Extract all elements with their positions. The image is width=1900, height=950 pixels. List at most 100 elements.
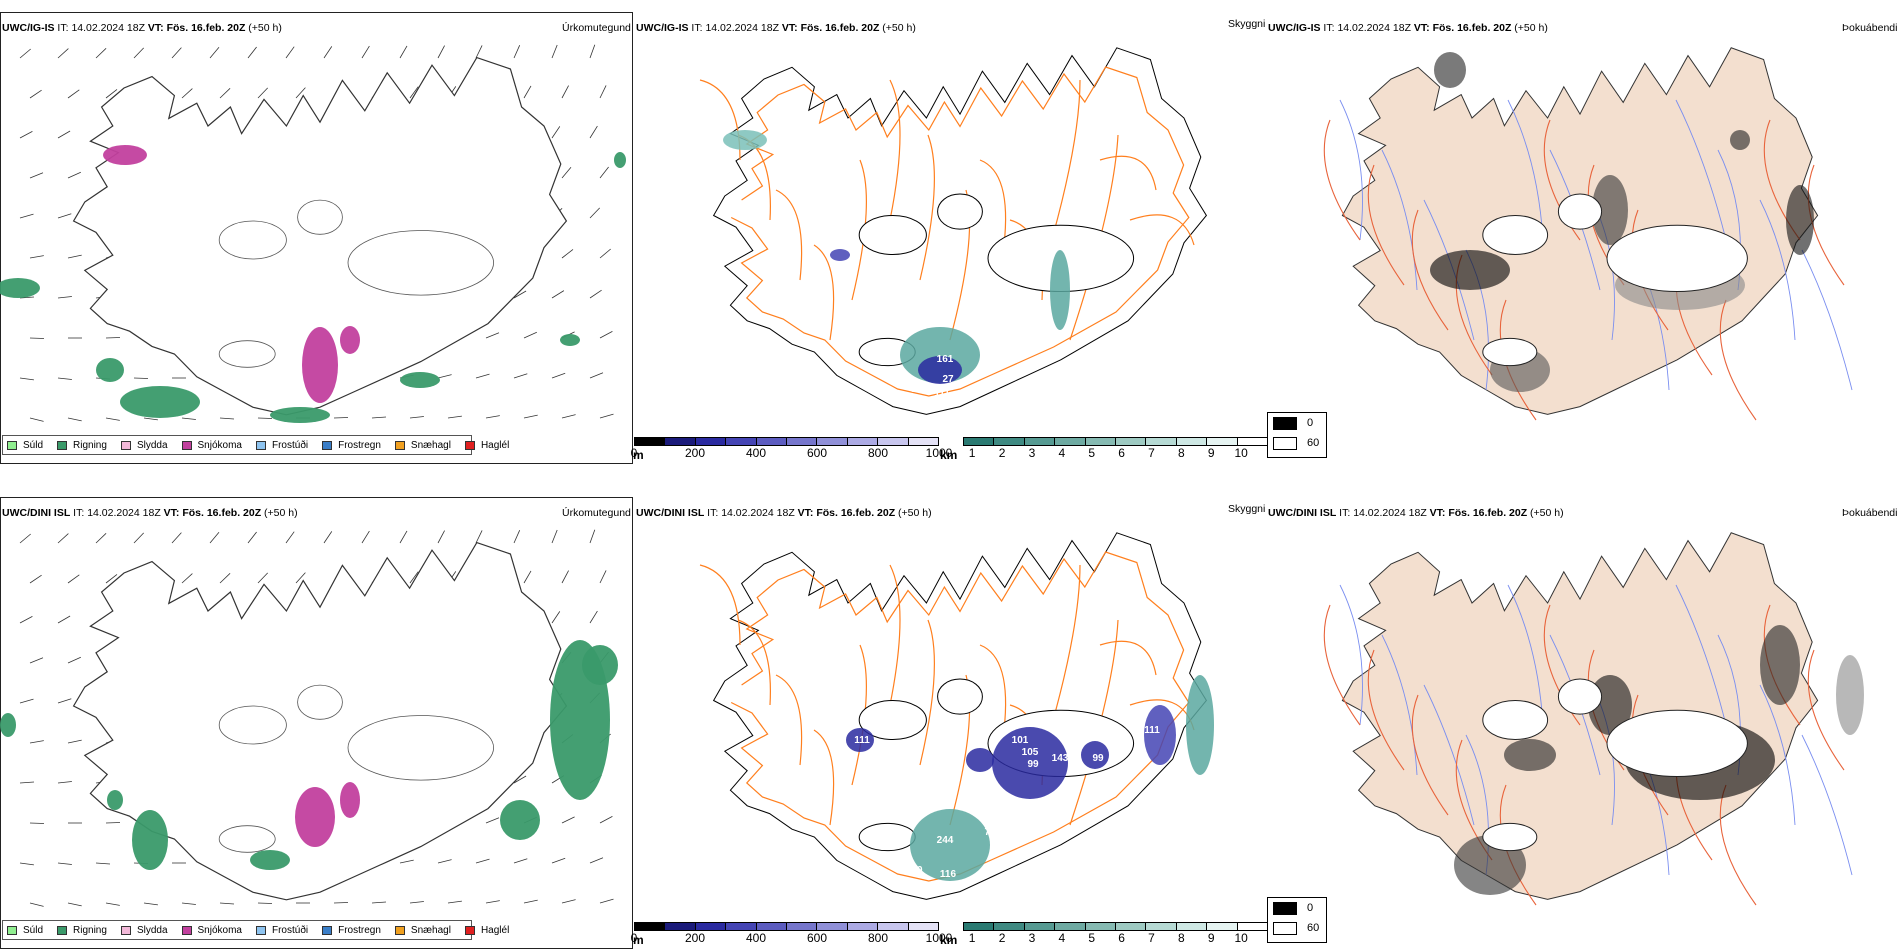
wind-barb <box>95 862 111 865</box>
road <box>1411 209 1449 331</box>
panel-title: Úrkomutegund <box>562 22 631 34</box>
road <box>1069 134 1119 341</box>
wind-barb <box>29 417 44 422</box>
wind-barb <box>57 296 72 299</box>
vt-label: VT: <box>781 22 798 34</box>
wind-barb <box>67 739 82 744</box>
iceland-coastline <box>72 56 568 416</box>
wind-barb <box>219 902 235 905</box>
wind-barb <box>57 615 71 624</box>
ceiling-value-label: 161 <box>937 354 954 365</box>
glacier-outline <box>1482 215 1549 255</box>
vt-value: Fös. 16.feb. 20Z <box>1432 22 1512 34</box>
ceiling-area <box>1050 250 1070 330</box>
colorbar-step <box>817 923 848 930</box>
model-name: UWC/DINI ISL <box>636 507 705 519</box>
wind-barb <box>67 656 81 664</box>
legend-label: Frostregn <box>338 924 381 936</box>
colorbar-step <box>994 438 1025 445</box>
wind-barb <box>285 531 295 544</box>
wind-barb <box>29 574 42 584</box>
wind-barb <box>589 529 596 544</box>
road <box>775 674 803 766</box>
glacier-outline <box>347 715 495 781</box>
wind-barb <box>561 899 576 904</box>
wind-barb <box>29 337 45 339</box>
cloud-legend-row: 0 <box>1268 898 1326 918</box>
ceiling-value-label: 111 <box>854 735 870 746</box>
wind-barb <box>19 616 33 624</box>
wind-barb <box>219 88 231 99</box>
it-label: IT: <box>73 507 85 519</box>
colorbar-step <box>1237 923 1268 930</box>
glacier-outline <box>297 199 343 235</box>
fog-indicator-map <box>1323 532 1864 906</box>
road <box>979 644 1007 731</box>
precip-area <box>340 326 360 354</box>
tick-label: 600 <box>806 931 828 945</box>
glacier-outline <box>218 340 276 368</box>
iceland-coastline <box>712 47 1208 415</box>
it-value: 14.02.2024 18Z <box>1337 22 1411 34</box>
legend-item: Súld <box>7 440 43 451</box>
ceiling-area <box>723 130 767 150</box>
glacier-outline <box>1482 337 1538 367</box>
wind-barb <box>523 414 538 419</box>
wind-barb <box>589 372 604 379</box>
legend-swatch <box>255 925 266 935</box>
ceiling-value-label: 67 <box>946 717 958 728</box>
glacier-outline <box>218 825 276 853</box>
legend-item: Slydda <box>120 439 168 451</box>
legend-swatch <box>120 925 131 935</box>
wind-barb <box>523 570 532 584</box>
tick-label: 10 <box>1234 446 1248 460</box>
wind-barb <box>599 816 613 824</box>
precip-area <box>340 782 360 818</box>
legend-swatch <box>7 925 17 935</box>
iceland-land <box>1341 47 1819 415</box>
legend-swatch <box>7 440 17 450</box>
wind-barb <box>361 530 370 544</box>
river <box>1507 99 1544 241</box>
colorbar-step <box>964 923 995 930</box>
ceiling-value-label: 27 <box>942 374 954 385</box>
colorbar-step <box>1055 438 1086 445</box>
legend-item: Haglél <box>464 440 509 451</box>
road <box>889 564 901 706</box>
road <box>851 159 867 301</box>
wind-barb <box>371 416 387 419</box>
wind-barb <box>105 89 118 99</box>
wind-barb <box>409 901 424 904</box>
tick-label: 9 <box>1207 931 1215 945</box>
visibility-colorbar <box>963 922 1268 931</box>
wind-barb <box>19 296 35 299</box>
wind-barb <box>589 289 602 299</box>
road <box>1807 649 1845 771</box>
wind-barb <box>475 45 483 59</box>
vt-value: Fös. 16.feb. 20Z <box>166 22 246 34</box>
wind-barb <box>29 740 44 744</box>
colorbar-step <box>1085 438 1117 445</box>
colorbar-step <box>1024 438 1056 445</box>
tick-label: 6 <box>1118 446 1125 460</box>
wind-barb <box>599 331 613 339</box>
tick-label: 200 <box>684 931 706 945</box>
wind-barb <box>513 373 528 379</box>
wind-barb <box>551 857 566 864</box>
ring-road <box>730 66 1190 397</box>
legend-label: Snjókoma <box>197 924 242 936</box>
legend-label: Slydda <box>136 439 168 451</box>
legend-item: Frostregn <box>322 925 381 936</box>
legend-swatch <box>255 440 266 450</box>
wind-barb <box>19 48 31 59</box>
precip-area <box>96 358 124 382</box>
glacier-outline <box>1557 678 1603 715</box>
wind-barb <box>181 573 193 584</box>
wind-barb <box>133 47 144 59</box>
colorbar-step <box>635 923 666 930</box>
wind-barb <box>447 900 462 904</box>
it-value: 14.02.2024 18Z <box>71 22 145 34</box>
wind-barb <box>551 290 565 299</box>
precip-area <box>582 645 618 685</box>
wind-barb <box>551 372 566 379</box>
